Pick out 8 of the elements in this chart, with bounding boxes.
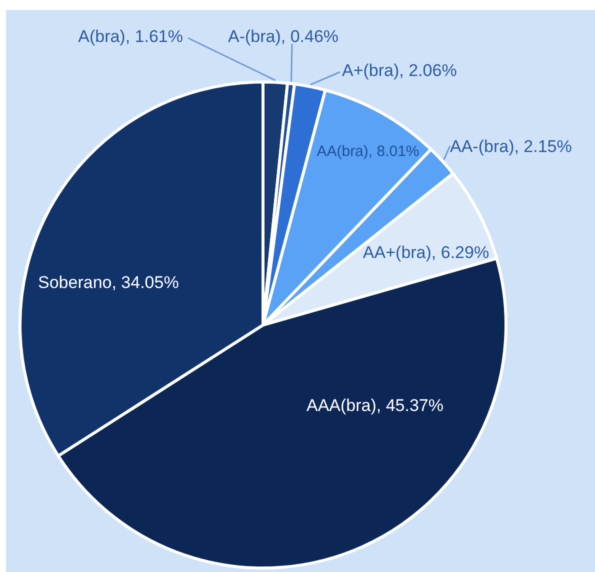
slice-label: Soberano, 34.05%	[38, 273, 179, 292]
slice-label: A+(bra), 2.06%	[342, 61, 457, 80]
slice-label: A(bra), 1.61%	[78, 27, 183, 46]
slice-label: AAA(bra), 45.37%	[306, 396, 444, 415]
slice-label: A-(bra), 0.46%	[228, 27, 339, 46]
slice-label: AA+(bra), 6.29%	[362, 243, 490, 262]
slice-label: AA(bra), 8.01%	[316, 143, 420, 160]
slice-label: AA-(bra), 2.15%	[450, 137, 572, 156]
